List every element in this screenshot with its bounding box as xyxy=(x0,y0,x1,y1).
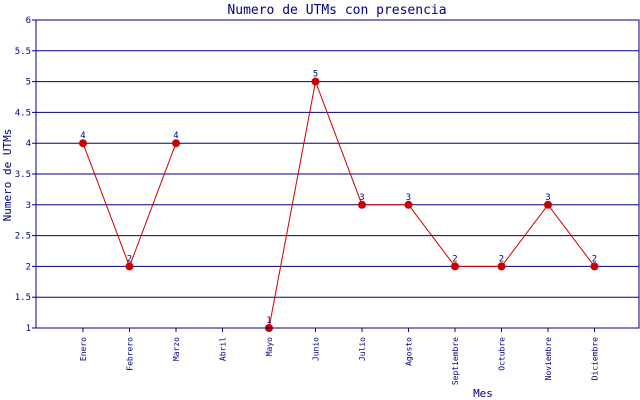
y-tick-label: 4 xyxy=(26,139,31,149)
series-segment xyxy=(408,204,456,267)
data-label: 4 xyxy=(80,131,85,141)
y-tick-label: 3.5 xyxy=(15,170,31,180)
data-label: 3 xyxy=(406,193,411,203)
data-point xyxy=(125,262,134,271)
series-segment xyxy=(501,204,549,267)
x-axis-label: Mes xyxy=(473,387,493,400)
x-tick-label: Junio xyxy=(312,337,321,361)
y-tick-label: 3 xyxy=(26,201,31,211)
y-axis-ticks: 1 1.5 2 2.5 3 3.5 4 4.5 5 5.5 6 xyxy=(15,16,36,334)
x-tick-label: Mayo xyxy=(265,337,274,356)
series-points xyxy=(79,77,599,332)
plot-frame xyxy=(35,19,640,329)
data-point xyxy=(358,200,366,209)
y-tick-label: 1.5 xyxy=(15,293,31,303)
data-label: 2 xyxy=(499,254,504,264)
x-tick-label: Enero xyxy=(79,337,88,361)
y-tick-label: 4.5 xyxy=(15,108,31,118)
data-point xyxy=(451,262,459,271)
data-label: 4 xyxy=(173,131,178,141)
series-segment xyxy=(547,204,595,267)
y-tick-label: 5 xyxy=(26,78,31,88)
data-point xyxy=(79,139,87,148)
y-axis-label: Numero de UTMs xyxy=(1,129,14,222)
x-tick-label: Febrero xyxy=(126,337,135,371)
x-tick-label: Septiembre xyxy=(451,337,460,385)
data-point xyxy=(172,139,180,148)
x-tick-label: Julio xyxy=(358,337,367,361)
y-tick-label: 5.5 xyxy=(15,47,31,57)
data-label: 1 xyxy=(266,316,271,326)
data-label: 5 xyxy=(313,70,318,80)
y-tick-label: 2.5 xyxy=(15,232,31,242)
x-tick-label: Diciembre xyxy=(591,337,600,381)
series-segment xyxy=(268,81,316,329)
x-axis-ticks: Enero Febrero Marzo Abril Mayo Junio Julio Agos… xyxy=(79,328,600,385)
data-point xyxy=(404,200,413,209)
y-tick-label: 6 xyxy=(26,16,31,26)
x-tick-label: Marzo xyxy=(172,337,181,361)
series-line xyxy=(82,81,595,329)
y-tick-label: 1 xyxy=(26,324,31,334)
series-segment xyxy=(315,81,363,205)
data-label: 3 xyxy=(545,193,550,203)
x-tick-label: Agosto xyxy=(405,337,414,366)
chart-title: Numero de UTMs con presencia xyxy=(227,3,446,18)
x-tick-label: Abril xyxy=(219,337,228,361)
data-label: 2 xyxy=(127,254,132,264)
data-point xyxy=(311,77,320,86)
series-segment xyxy=(82,143,130,267)
data-point xyxy=(497,262,506,271)
series-segment xyxy=(129,143,177,267)
x-tick-label: Octubre xyxy=(498,337,507,371)
data-point xyxy=(544,200,552,209)
data-label: 3 xyxy=(359,193,364,203)
data-label: 2 xyxy=(452,254,457,264)
y-tick-label: 2 xyxy=(26,262,31,272)
x-tick-label: Noviembre xyxy=(544,337,553,381)
data-label: 2 xyxy=(592,254,597,264)
data-labels: 4 2 4 1 5 3 3 2 2 3 2 xyxy=(80,70,597,326)
data-point xyxy=(590,262,599,271)
